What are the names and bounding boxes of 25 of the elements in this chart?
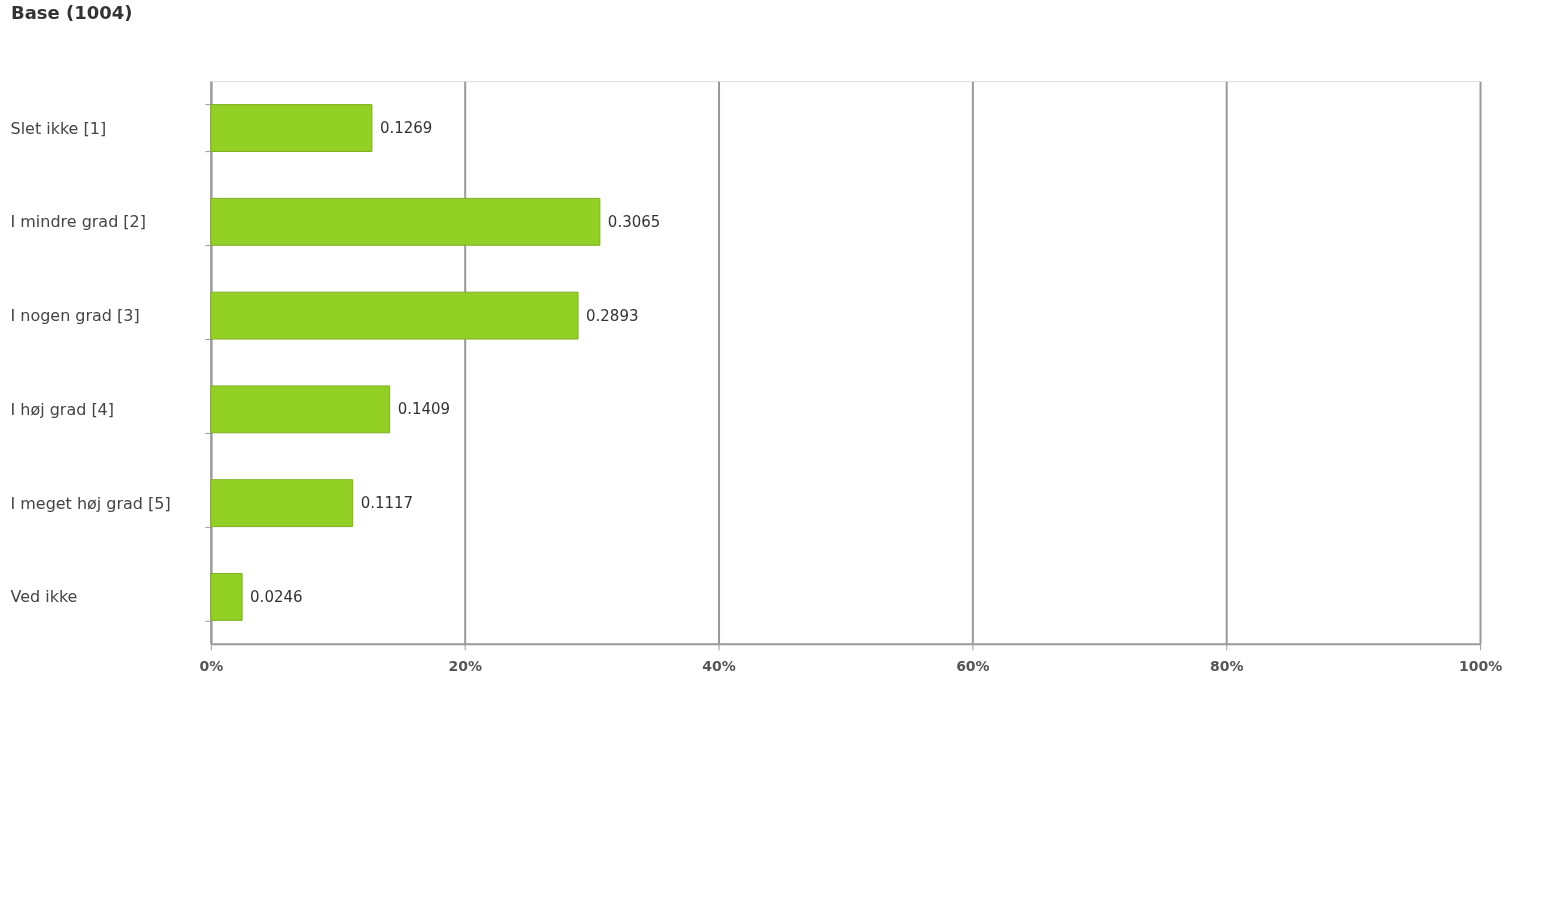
bar <box>210 104 373 152</box>
x-tick-label: 0% <box>199 658 224 675</box>
bar <box>210 479 354 528</box>
data-label: 0.1409 <box>397 400 451 419</box>
y-tick-label: I høj grad [4] <box>10 399 115 419</box>
x-tick-label: 100% <box>1458 658 1503 675</box>
x-tick-label: 20% <box>448 658 482 675</box>
bar <box>210 572 243 621</box>
y-tick-label: I meget høj grad [5] <box>10 493 171 513</box>
bar <box>210 291 579 340</box>
bar <box>210 197 601 246</box>
x-tick-label: 60% <box>956 658 990 675</box>
y-tick-label: I mindre grad [2] <box>10 212 146 232</box>
x-tick-label: 40% <box>702 658 736 675</box>
y-tick-label: Ved ikke <box>10 587 78 607</box>
y-tick-label: I nogen grad [3] <box>10 306 140 326</box>
data-label: 0.1117 <box>360 494 414 513</box>
chart-title: Base (1004) <box>10 2 133 24</box>
data-label: 0.1269 <box>379 119 433 138</box>
x-tick-label: 80% <box>1209 658 1244 675</box>
bar <box>210 385 391 434</box>
y-tick-label: Slet ikke [1] <box>10 118 107 138</box>
data-label: 0.0246 <box>250 587 303 606</box>
data-label: 0.2893 <box>586 306 639 325</box>
data-label: 0.3065 <box>607 212 661 231</box>
